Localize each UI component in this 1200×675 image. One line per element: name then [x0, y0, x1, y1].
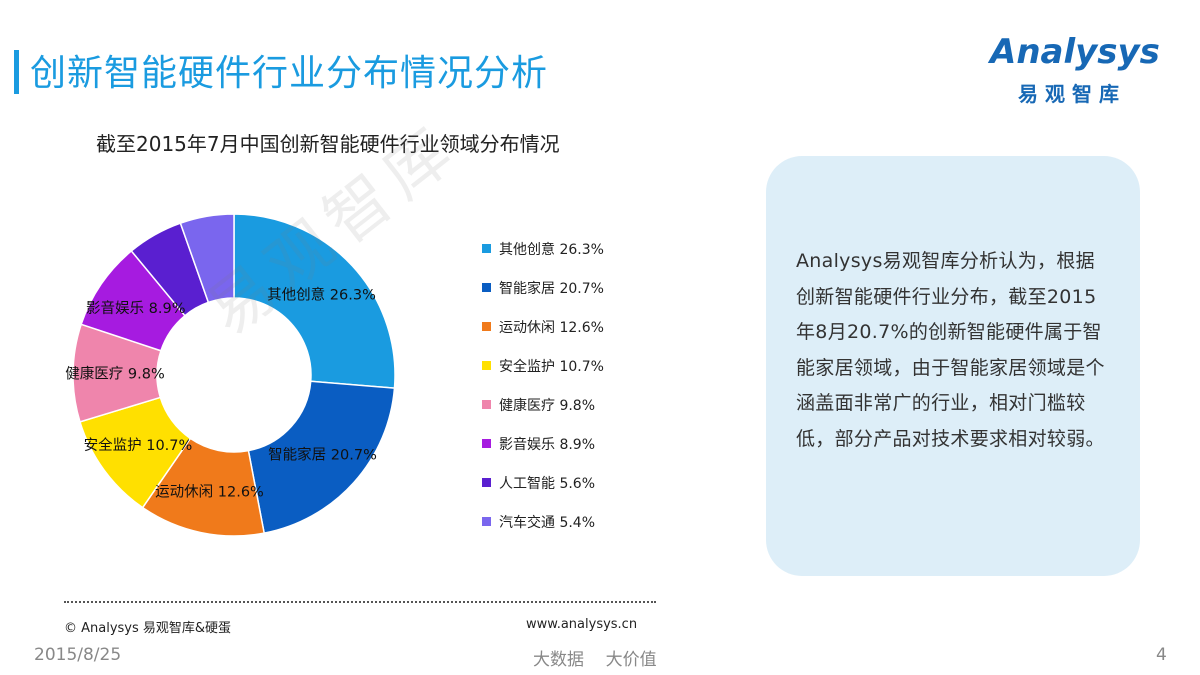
- legend-item-5: 健康医疗 9.8%: [482, 385, 604, 424]
- title-accent-bar: [14, 50, 19, 94]
- page-number: 4: [1156, 645, 1167, 665]
- legend-item-6: 影音娱乐 8.9%: [482, 424, 604, 463]
- legend-swatch: [482, 478, 491, 487]
- logo-chinese-name: 易观智库: [1018, 82, 1126, 106]
- logo-wordmark: Analysys: [990, 32, 1160, 72]
- legend-label: 运动休闲 12.6%: [499, 319, 604, 336]
- legend-swatch: [482, 400, 491, 409]
- slice-data-label-1: 其他创意 26.3%: [267, 285, 376, 303]
- donut-slice-1: [233, 213, 396, 389]
- legend-label: 智能家居 20.7%: [499, 280, 604, 297]
- footer-slogan: 大数据 大价值: [533, 650, 657, 670]
- slice-data-label-3: 运动休闲 12.6%: [155, 483, 264, 500]
- donut-slice-2: [247, 380, 396, 535]
- donut-chart: 其他创意 26.3% 智能家居 20.7% 运动休闲 12.6% 安全监护 10.7%…: [65, 213, 396, 537]
- legend-swatch: [482, 361, 491, 370]
- legend-label: 影音娱乐 8.9%: [499, 436, 596, 453]
- page-title: 创新智能硬件行业分布情况分析: [30, 53, 549, 94]
- donut-slice-8: [179, 213, 235, 304]
- footer-date: 2015/8/25: [34, 645, 122, 665]
- source-website: www.analysys.cn: [526, 617, 638, 632]
- slice-data-label-6: 影音娱乐 8.9%: [86, 300, 185, 317]
- legend-label: 健康医疗 9.8%: [499, 397, 596, 414]
- legend-item-1: 其他创意 26.3%: [482, 229, 604, 268]
- analysys-logo: Analysys 易观智库: [990, 32, 1170, 112]
- legend-swatch: [482, 283, 491, 292]
- slice-data-label-2: 智能家居 20.7%: [268, 447, 377, 464]
- legend-item-2: 智能家居 20.7%: [482, 268, 604, 307]
- legend-label: 汽车交通 5.4%: [499, 514, 596, 531]
- chart-title: 截至2015年7月中国创新智能硬件行业领域分布情况: [96, 132, 560, 156]
- legend-swatch: [482, 517, 491, 526]
- legend-item-7: 人工智能 5.6%: [482, 463, 604, 502]
- slice-data-label-5: 健康医疗 9.8%: [65, 366, 164, 383]
- legend-swatch: [482, 244, 491, 253]
- source-divider: [64, 601, 656, 603]
- slice-data-label-4: 安全监护 10.7%: [84, 436, 193, 454]
- legend-label: 人工智能 5.6%: [499, 475, 596, 492]
- legend-item-4: 安全监护 10.7%: [482, 346, 604, 385]
- legend-item-3: 运动休闲 12.6%: [482, 307, 604, 346]
- legend-label: 其他创意 26.3%: [499, 241, 604, 258]
- chart-legend: 其他创意 26.3% 智能家居 20.7% 运动休闲 12.6% 安全监护 10.7%…: [482, 229, 604, 541]
- analysis-note-text: Analysys易观智库分析认为，根据创新智能硬件行业分布，截至2015年8月2…: [796, 250, 1105, 450]
- legend-swatch: [482, 439, 491, 448]
- legend-item-8: 汽车交通 5.4%: [482, 502, 604, 541]
- legend-label: 安全监护 10.7%: [499, 358, 604, 375]
- legend-swatch: [482, 322, 491, 331]
- analysis-note-box: [766, 156, 1140, 576]
- source-copyright: © Analysys 易观智库&硬蛋: [64, 621, 232, 636]
